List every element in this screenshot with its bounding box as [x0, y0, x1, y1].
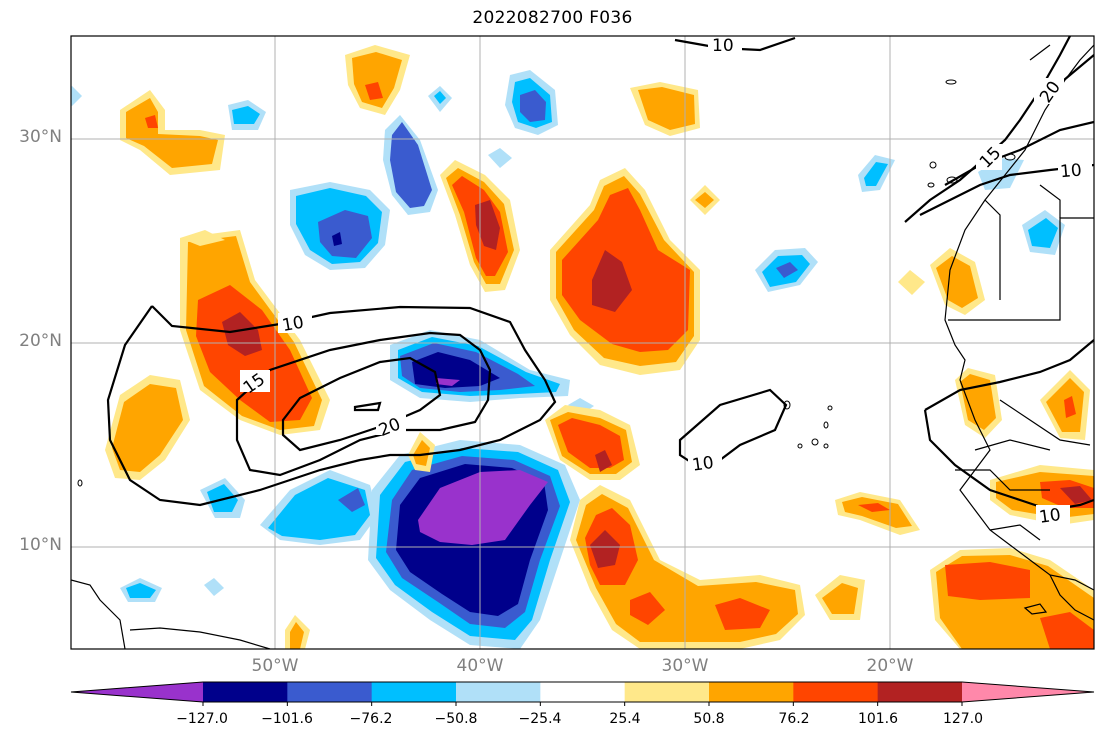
coastlines — [71, 44, 1094, 649]
colorbar-segment — [540, 682, 626, 702]
positive-anomaly-blob — [570, 485, 805, 649]
positive-anomaly-blob — [930, 248, 1090, 440]
small-islands — [77, 79, 1016, 487]
colorbar-tick-label: −101.6 — [261, 711, 313, 727]
lon-label-30w: 30°W — [661, 656, 709, 676]
negative-anomaly-blob — [260, 470, 378, 545]
contour-label: 10 — [281, 313, 306, 336]
colorbar-segment — [877, 682, 963, 702]
colorbar-tick-label: −127.0 — [176, 711, 228, 727]
lat-label-10n: 10°N — [19, 535, 62, 555]
lat-label-30n: 30°N — [19, 127, 62, 147]
positive-anomaly-blob — [105, 375, 190, 480]
contour-label: 10 — [712, 36, 734, 56]
colorbar-segment — [624, 682, 710, 702]
colorbar-tick-label: −76.2 — [349, 711, 393, 727]
colorbar-tick-label: 76.2 — [778, 711, 810, 727]
positive-anomaly-blob — [545, 405, 640, 480]
lat-label-20n: 20°N — [19, 331, 62, 351]
map-frame — [70, 35, 1095, 650]
colorbar-segment — [709, 682, 794, 702]
wind-speed-contours — [106, 36, 1094, 512]
colorbar-segment — [287, 682, 373, 702]
map-gridlines — [71, 36, 1094, 649]
colorbar-tick-label: −50.8 — [434, 711, 478, 727]
colorbar-extend-min — [71, 682, 203, 702]
colorbar-tick-label: −25.4 — [518, 711, 562, 727]
positive-anomaly-blob — [120, 45, 925, 649]
positive-anomaly-blob — [180, 230, 330, 435]
contour-label-halos — [240, 36, 1092, 525]
negative-anomaly-blob — [383, 115, 438, 215]
colorbar-tick-label: 50.8 — [693, 711, 725, 727]
positive-anomaly-blob — [930, 548, 1094, 649]
colorbar-tick-label: 127.0 — [942, 711, 984, 727]
positive-anomaly-blob — [550, 168, 700, 375]
negative-anomaly-blob — [368, 440, 580, 649]
negative-anomaly-blob — [290, 182, 390, 270]
lon-label-20w: 20°W — [866, 656, 914, 676]
colorbar — [70, 681, 1095, 706]
map-title: 2022082700 F036 — [472, 8, 633, 28]
contour-label: 10 — [691, 453, 715, 476]
anomaly-fill-layer — [71, 45, 1094, 649]
negative-anomaly-blob — [755, 248, 818, 292]
negative-anomaly-blob — [505, 70, 558, 135]
colorbar-segment — [371, 682, 457, 702]
colorbar-tick-label: 25.4 — [609, 711, 641, 727]
colorbar-extend-max — [962, 682, 1094, 702]
colorbar-segment — [456, 682, 541, 702]
lon-label-50w: 50°W — [251, 656, 299, 676]
contour-label: 10 — [1059, 160, 1082, 182]
colorbar-tick-label: 101.6 — [857, 711, 899, 727]
colorbar-segment — [793, 682, 879, 702]
contour-label: 10 — [1038, 505, 1062, 528]
lon-label-40w: 40°W — [456, 656, 504, 676]
colorbar-segment — [203, 682, 288, 702]
